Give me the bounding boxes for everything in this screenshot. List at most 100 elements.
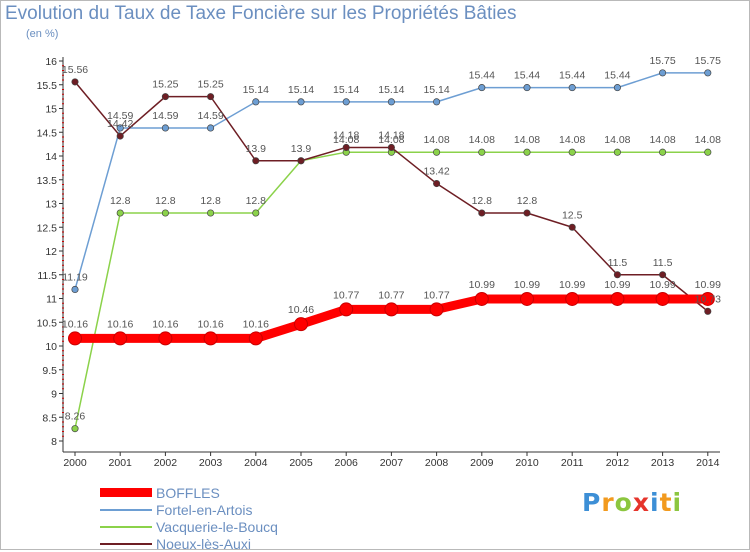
data-label-noeux-l-s-auxi: 12.8 [472, 195, 493, 207]
legend-item: Fortel-en-Artois [100, 501, 278, 518]
y-tick-label: 12.5 [37, 222, 58, 234]
data-label-boffles: 10.16 [107, 318, 133, 330]
data-point-boffles [655, 291, 670, 306]
logo-letter: i [650, 488, 660, 517]
data-label-vacquerie-le-boucq: 12.8 [155, 195, 176, 207]
logo-letter: i [672, 488, 683, 517]
data-label-fortel-en-artois: 15.14 [333, 84, 359, 96]
legend-swatch [100, 525, 152, 528]
data-label-vacquerie-le-boucq: 12.8 [246, 195, 267, 207]
data-label-fortel-en-artois: 15.14 [243, 84, 269, 96]
data-point-boffles [339, 302, 354, 317]
data-label-fortel-en-artois: 15.44 [469, 70, 495, 82]
data-point-boffles [384, 302, 399, 317]
x-tick-label: 2013 [651, 457, 675, 469]
data-label-vacquerie-le-boucq: 8.26 [65, 411, 86, 423]
data-point-vacquerie-le-boucq [659, 148, 667, 156]
data-point-fortel-en-artois [161, 124, 169, 132]
data-point-fortel-en-artois [659, 69, 667, 77]
data-point-fortel-en-artois [704, 69, 712, 77]
data-label-vacquerie-le-boucq: 14.08 [559, 134, 585, 146]
data-point-noeux-l-s-auxi [478, 209, 486, 217]
y-tick-label: 10 [45, 341, 57, 353]
x-tick-label: 2002 [154, 457, 178, 469]
y-tick-label: 13 [45, 199, 57, 211]
data-label-noeux-l-s-auxi: 12.8 [517, 195, 538, 207]
data-point-fortel-en-artois [568, 84, 576, 92]
data-point-boffles [610, 291, 625, 306]
x-tick-label: 2006 [335, 457, 359, 469]
data-label-boffles: 10.16 [62, 318, 88, 330]
data-label-vacquerie-le-boucq: 14.08 [423, 134, 449, 146]
x-tick-label: 2011 [561, 457, 584, 469]
data-label-vacquerie-le-boucq: 14.08 [695, 134, 721, 146]
data-point-boffles [700, 291, 715, 306]
data-point-vacquerie-le-boucq [161, 209, 169, 217]
y-tick-label: 11 [46, 294, 57, 306]
data-point-noeux-l-s-auxi [161, 93, 169, 101]
data-label-boffles: 10.16 [243, 318, 269, 330]
legend-label: Vacquerie-le-Boucq [156, 518, 278, 535]
data-point-fortel-en-artois [207, 124, 215, 132]
data-point-boffles [68, 331, 82, 346]
data-label-noeux-l-s-auxi: 13.9 [246, 143, 267, 155]
data-label-noeux-l-s-auxi: 14.42 [107, 118, 133, 130]
data-point-noeux-l-s-auxi [297, 157, 305, 165]
data-label-vacquerie-le-boucq: 12.8 [110, 195, 131, 207]
data-label-noeux-l-s-auxi: 15.25 [152, 79, 178, 91]
legend-swatch [100, 488, 152, 497]
data-point-boffles [429, 302, 444, 317]
data-point-noeux-l-s-auxi [568, 223, 576, 231]
data-label-noeux-l-s-auxi: 14.18 [333, 129, 359, 141]
data-label-noeux-l-s-auxi: 11.5 [608, 257, 628, 269]
data-label-noeux-l-s-auxi: 10.73 [695, 293, 721, 305]
data-point-fortel-en-artois [433, 98, 441, 106]
y-tick-label: 8.5 [42, 412, 57, 424]
data-point-noeux-l-s-auxi [252, 157, 260, 165]
data-point-vacquerie-le-boucq [433, 148, 441, 156]
data-point-fortel-en-artois [71, 285, 79, 294]
data-point-fortel-en-artois [613, 84, 621, 92]
y-tick-label: 14.5 [37, 127, 58, 139]
data-label-fortel-en-artois: 15.14 [288, 84, 314, 96]
legend: BOFFLES Fortel-en-Artois Vacquerie-le-Bouc… [100, 484, 278, 552]
data-label-noeux-l-s-auxi: 14.18 [378, 129, 404, 141]
logo-letter: t [659, 488, 673, 517]
data-label-noeux-l-s-auxi: 15.56 [62, 64, 88, 76]
data-label-vacquerie-le-boucq: 14.08 [378, 134, 404, 146]
data-label-boffles: 10.77 [333, 289, 359, 301]
data-label-noeux-l-s-auxi: 11.5 [653, 257, 673, 269]
data-label-fortel-en-artois: 14.59 [197, 110, 223, 122]
legend-label: BOFFLES [156, 484, 220, 501]
y-tick-label: 13.5 [37, 175, 58, 187]
data-point-noeux-l-s-auxi [342, 143, 350, 152]
data-point-boffles [294, 317, 308, 332]
data-point-fortel-en-artois [252, 98, 260, 106]
y-tick-label: 14 [45, 151, 57, 163]
data-label-vacquerie-le-boucq: 14.08 [469, 134, 495, 146]
data-label-vacquerie-le-boucq: 14.08 [604, 134, 630, 146]
data-point-boffles [203, 331, 218, 346]
data-label-boffles: 10.99 [514, 279, 540, 291]
data-label-boffles: 10.99 [604, 279, 630, 291]
y-tick-label: 10.5 [37, 317, 58, 329]
data-point-noeux-l-s-auxi [704, 307, 712, 315]
data-point-noeux-l-s-auxi [659, 271, 667, 279]
y-tick-label: 15.5 [37, 80, 58, 92]
x-tick-label: 2005 [289, 457, 313, 469]
data-label-fortel-en-artois: 15.44 [514, 70, 540, 82]
data-point-vacquerie-le-boucq [704, 148, 712, 156]
data-point-noeux-l-s-auxi [71, 78, 79, 86]
legend-swatch [100, 542, 152, 545]
data-point-noeux-l-s-auxi [613, 271, 621, 279]
data-label-noeux-l-s-auxi: 13.42 [423, 166, 449, 178]
legend-swatch [100, 508, 152, 511]
logo-letter: x [632, 488, 650, 517]
proxiti-logo: Proxiti [582, 488, 682, 517]
data-label-fortel-en-artois: 15.75 [649, 55, 675, 67]
data-label-noeux-l-s-auxi: 12.5 [562, 209, 583, 221]
data-point-fortel-en-artois [523, 84, 531, 92]
data-point-noeux-l-s-auxi [116, 132, 124, 140]
data-label-boffles: 10.99 [469, 279, 495, 291]
